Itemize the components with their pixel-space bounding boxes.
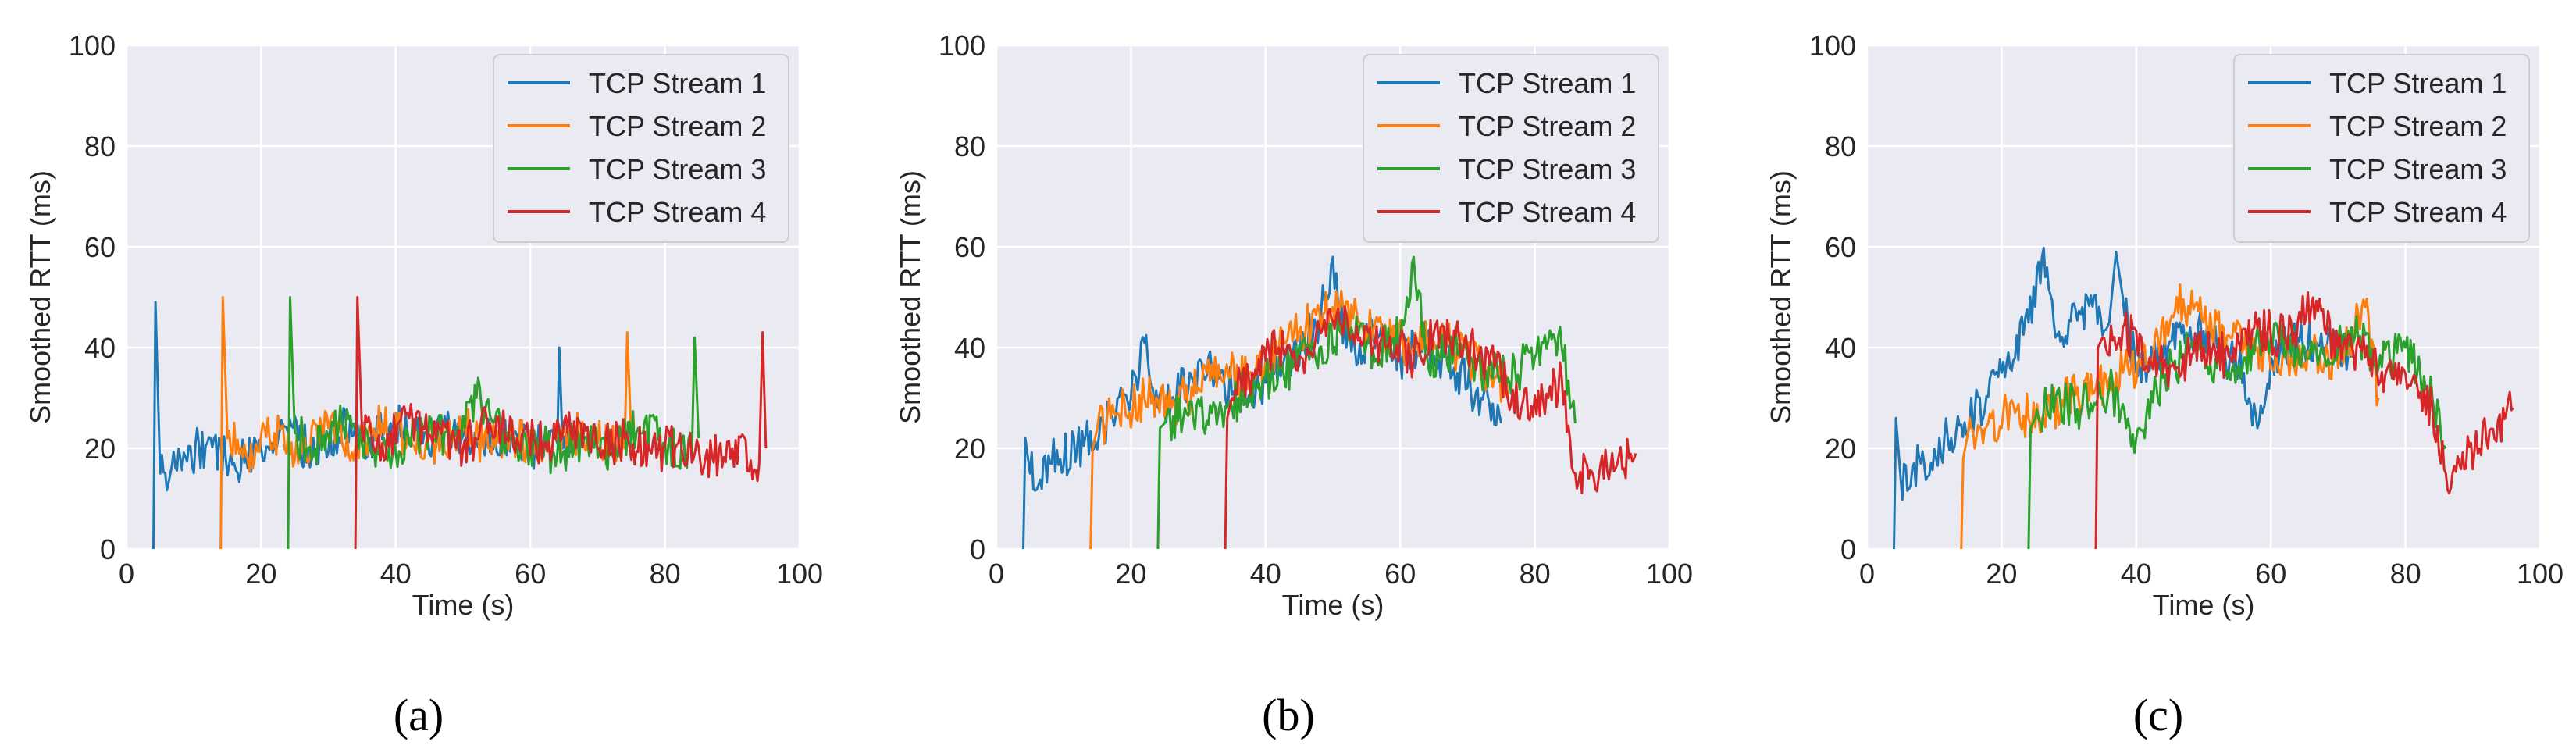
- series-group: [1893, 246, 2514, 550]
- x-axis-label: Time (s): [412, 589, 515, 621]
- x-tick-label: 40: [2121, 558, 2152, 590]
- series-line-4: [1224, 305, 1637, 550]
- legend-label: TCP Stream 4: [2329, 196, 2507, 228]
- series-group: [1022, 255, 1637, 550]
- legend-label: TCP Stream 3: [1459, 153, 1636, 185]
- x-axis-label: Time (s): [2153, 589, 2255, 621]
- x-tick-label: 60: [1384, 558, 1416, 590]
- y-tick-label: 20: [84, 433, 116, 465]
- legend-label: TCP Stream 1: [589, 67, 766, 99]
- y-tick-label: 80: [1825, 130, 1856, 162]
- legend-label: TCP Stream 2: [589, 110, 766, 142]
- y-tick-label: 60: [1825, 231, 1856, 263]
- y-tick-label: 60: [954, 231, 985, 263]
- x-tick-label: 80: [2390, 558, 2421, 590]
- figure-caption: (b): [1262, 690, 1315, 740]
- x-tick-label: 100: [776, 558, 823, 590]
- y-tick-label: 40: [1825, 332, 1856, 364]
- legend-label: TCP Stream 4: [1459, 196, 1636, 228]
- x-tick-label: 0: [119, 558, 134, 590]
- legend-label: TCP Stream 1: [1459, 67, 1636, 99]
- x-tick-label: 20: [1115, 558, 1146, 590]
- legend-label: TCP Stream 3: [2329, 153, 2507, 185]
- y-tick-label: 20: [1825, 433, 1856, 465]
- figure-caption: (c): [2133, 690, 2183, 740]
- y-tick-label: 100: [1809, 30, 1856, 62]
- y-tick-label: 0: [1840, 533, 1856, 565]
- series-line-3: [287, 296, 700, 550]
- x-tick-label: 60: [2255, 558, 2286, 590]
- y-tick-label: 40: [954, 332, 985, 364]
- x-tick-label: 60: [515, 558, 546, 590]
- legend-label: TCP Stream 1: [2329, 67, 2507, 99]
- x-tick-label: 100: [1646, 558, 1693, 590]
- x-tick-label: 20: [245, 558, 276, 590]
- x-tick-label: 80: [1520, 558, 1551, 590]
- legend: TCP Stream 1 TCP Stream 2 TCP Stream 3 TCP …: [1363, 54, 1659, 243]
- y-tick-label: 80: [84, 130, 116, 162]
- legend: TCP Stream 1 TCP Stream 2 TCP Stream 3 TCP …: [493, 54, 789, 243]
- y-tick-label: 100: [939, 30, 985, 62]
- legend-label: TCP Stream 4: [589, 196, 766, 228]
- y-tick-label: 60: [84, 231, 116, 263]
- chart-panel-2: 0 20 40 60 80 100 0 20 40 60 80 100 Time (s) Smoothed…: [1765, 30, 2564, 740]
- chart-panel-1: 0 20 40 60 80 100 0 20 40 60 80 100 Time (s) Smoothed…: [894, 30, 1693, 740]
- x-tick-label: 100: [2517, 558, 2564, 590]
- y-axis-label: Smoothed RTT (ms): [894, 170, 926, 424]
- x-tick-label: 0: [989, 558, 1004, 590]
- legend-box: [493, 54, 789, 243]
- y-axis-label: Smoothed RTT (ms): [24, 170, 56, 424]
- legend-box: [2233, 54, 2530, 243]
- chart-panel-0: 0 20 40 60 80 100 0 20 40 60 80 100 Time (s) Smoothed…: [24, 30, 823, 740]
- x-tick-label: 40: [380, 558, 412, 590]
- x-tick-label: 80: [650, 558, 681, 590]
- legend-label: TCP Stream 2: [2329, 110, 2507, 142]
- x-tick-label: 0: [1859, 558, 1875, 590]
- y-tick-label: 0: [970, 533, 985, 565]
- legend-label: TCP Stream 2: [1459, 110, 1636, 142]
- figure-caption: (a): [394, 690, 444, 740]
- y-tick-label: 80: [954, 130, 985, 162]
- series-line-4: [354, 296, 768, 550]
- series-group: [152, 296, 768, 550]
- x-axis-label: Time (s): [1282, 589, 1384, 621]
- legend-box: [1363, 54, 1659, 243]
- y-tick-label: 20: [954, 433, 985, 465]
- y-axis-label: Smoothed RTT (ms): [1765, 170, 1797, 424]
- y-tick-label: 40: [84, 332, 116, 364]
- legend: TCP Stream 1 TCP Stream 2 TCP Stream 3 TCP …: [2233, 54, 2530, 243]
- series-line-4: [2094, 291, 2514, 550]
- y-tick-label: 100: [69, 30, 116, 62]
- legend-label: TCP Stream 3: [589, 153, 766, 185]
- y-tick-label: 0: [100, 533, 116, 565]
- x-tick-label: 40: [1250, 558, 1281, 590]
- x-tick-label: 20: [1986, 558, 2017, 590]
